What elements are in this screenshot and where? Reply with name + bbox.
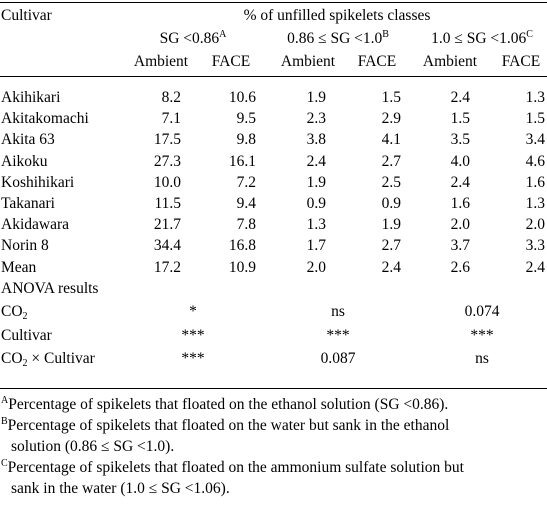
table-cell: 3.3: [525, 237, 545, 255]
footnote-b: BPercentage of spikelets that floated on…: [1, 416, 450, 456]
subheader-face-2: FACE: [357, 53, 397, 70]
table-cell: 2.7: [381, 152, 401, 170]
table-cell: 2.5: [381, 173, 401, 191]
table-cell: 2.4: [381, 258, 401, 276]
table-cell: 1.5: [525, 110, 545, 128]
row-label: Akidawara: [1, 216, 69, 234]
table-cell: 1.5: [381, 89, 401, 106]
table-cell: 8.2: [161, 89, 181, 106]
table-cell: 1.5: [450, 110, 470, 128]
table-cell: 0.9: [306, 195, 326, 212]
table-cell: 16.1: [228, 152, 256, 170]
table-cell: 4.0: [450, 152, 470, 170]
anova-title: ANOVA results: [1, 279, 99, 297]
header-rule: [0, 76, 547, 77]
row-label: Aikoku: [1, 152, 48, 170]
anova-cell: ns: [331, 303, 345, 321]
table-cell: 3.7: [450, 237, 470, 255]
table-cell: 2.0: [450, 216, 470, 234]
table-cell: 2.4: [525, 258, 545, 276]
row-label: Mean: [1, 258, 37, 276]
table-cell: 16.8: [228, 237, 256, 255]
footnote-a: APercentage of spikelets that floated on…: [1, 395, 449, 414]
anova-row-label: CO2 × Cultivar: [1, 350, 95, 370]
table-cell: 0.9: [381, 195, 401, 212]
table-cell: 1.3: [306, 216, 326, 234]
table-cell: 2.0: [525, 216, 545, 234]
row-label: Norin 8: [1, 237, 49, 255]
subheader-ambient-1: Ambient: [133, 53, 189, 70]
anova-row-label: CO2: [1, 303, 28, 323]
table-cell: 1.9: [381, 216, 401, 234]
table-cell: 3.5: [450, 131, 470, 149]
table-cell: 2.4: [306, 152, 326, 170]
anova-row-label: Cultivar: [1, 326, 52, 344]
anova-cell: ***: [181, 350, 205, 368]
anova-cell: 0.074: [464, 303, 500, 321]
anova-cell: ns: [475, 350, 489, 368]
table-cell: 10.9: [228, 258, 256, 276]
table-cell: 2.4: [450, 173, 470, 191]
table-cell: 2.7: [381, 237, 401, 255]
row-label: Koshihikari: [1, 173, 75, 191]
table-cell: 2.4: [450, 89, 470, 106]
table-cell: 9.4: [236, 195, 256, 212]
table-cell: 1.9: [306, 89, 326, 106]
table-cell: 2.6: [450, 258, 470, 276]
header-class-3: 1.0 ≤ SG <1.06C: [431, 29, 533, 47]
table-cell: 4.6: [525, 152, 545, 170]
subheader-face-1: FACE: [211, 53, 251, 70]
table-cell: 11.5: [154, 195, 181, 212]
anova-cell: *: [189, 303, 197, 321]
header-class-1: SG <0.86A: [159, 29, 227, 47]
header-class-2: 0.86 ≤ SG <1.0B: [287, 29, 389, 47]
anova-cell: ***: [181, 326, 205, 344]
table-cell: 9.5: [236, 110, 256, 128]
table-cell: 34.4: [153, 237, 181, 255]
anova-cell: ***: [326, 326, 350, 344]
table-cell: 17.2: [153, 258, 181, 276]
table-cell: 10.6: [228, 89, 256, 106]
table-cell: 1.3: [525, 89, 545, 106]
table-cell: 1.6: [525, 173, 545, 191]
table-cell: 2.3: [306, 110, 326, 128]
table-cell: 3.4: [525, 131, 545, 149]
table-cell: 7.8: [236, 216, 256, 234]
row-label: Takanari: [1, 195, 55, 212]
subheader-ambient-2: Ambient: [280, 53, 336, 70]
row-label: Akihikari: [1, 89, 61, 106]
footnote-c: CPercentage of spikelets that floated on…: [1, 458, 464, 498]
table-cell: 1.9: [306, 173, 326, 191]
table-cell: 27.3: [153, 152, 181, 170]
table-cell: 2.0: [306, 258, 326, 276]
table-cell: 17.5: [153, 131, 181, 149]
table-cell: 10.0: [153, 173, 181, 191]
table-cell: 9.8: [236, 131, 256, 149]
table-cell: 1.6: [450, 195, 470, 212]
row-label: Akitakomachi: [1, 110, 89, 128]
table-cell: 3.8: [306, 131, 326, 149]
anova-cell: ***: [470, 326, 494, 344]
top-rule: [0, 2, 547, 4]
table-cell: 7.2: [236, 173, 256, 191]
table-cell: 2.9: [381, 110, 401, 128]
subheader-ambient-3: Ambient: [422, 53, 478, 70]
table-cell: 21.7: [153, 216, 181, 234]
table-cell: 7.1: [161, 110, 181, 128]
header-group-title: % of unfilled spikelets classes: [243, 7, 431, 24]
anova-cell: 0.087: [320, 350, 356, 368]
row-label: Akita 63: [1, 131, 55, 149]
bottom-rule: [0, 388, 547, 389]
table-cell: 1.7: [306, 237, 326, 255]
subheader-face-3: FACE: [501, 53, 541, 70]
table-cell: 1.3: [525, 195, 545, 212]
header-cultivar: Cultivar: [1, 7, 52, 24]
table-cell: 4.1: [381, 131, 401, 149]
